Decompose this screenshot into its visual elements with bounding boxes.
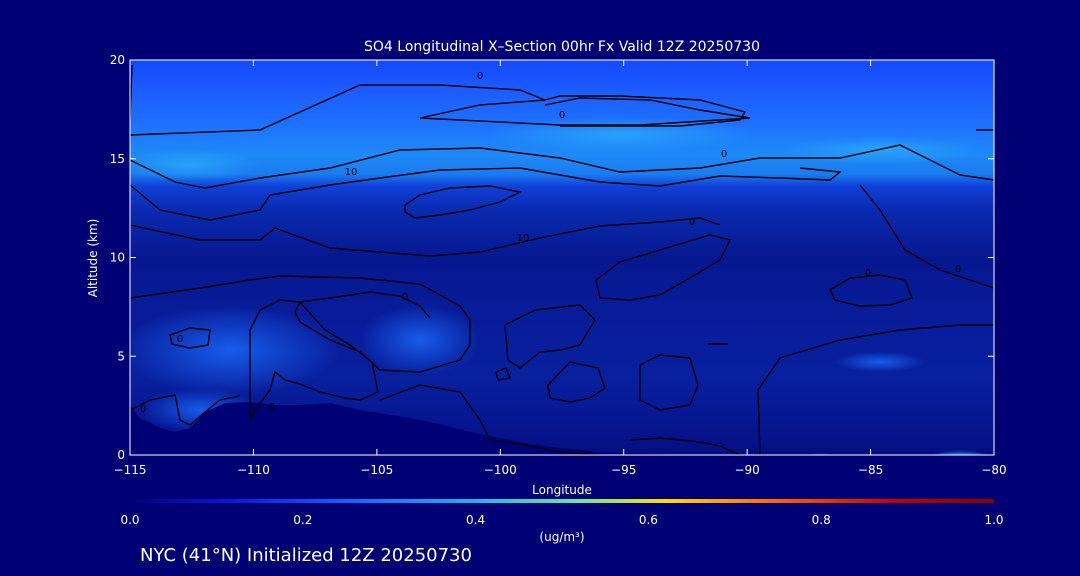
x-axis-label: Longitude — [532, 483, 592, 497]
y-axis-label: Altitude (km) — [86, 219, 100, 298]
contour-label: 0 — [177, 334, 183, 345]
contour-label: 0 — [865, 268, 871, 279]
colorbar — [130, 499, 994, 503]
contour-labels: 0 0 0 10 10 0 0 0 0 0 0 0 — [140, 71, 961, 415]
x-tick-label: −115 — [114, 463, 147, 477]
x-axis: −115 −110 −105 −100 −95 −90 −85 −80 — [114, 60, 1007, 477]
colorbar-tick-label: 0.4 — [466, 513, 485, 527]
x-tick-label: −90 — [734, 463, 759, 477]
x-tick-label: −110 — [237, 463, 270, 477]
contour-label: 10 — [345, 167, 358, 178]
x-tick-label: −95 — [611, 463, 636, 477]
y-tick-label: 20 — [110, 53, 125, 67]
contour-lines — [130, 64, 994, 455]
colorbar-ticks: 0.0 0.2 0.4 0.6 0.8 1.0 — [120, 513, 1003, 527]
chart-title: SO4 Longitudinal X–Section 00hr Fx Valid… — [364, 39, 760, 55]
colorbar-tick-label: 0.0 — [120, 513, 139, 527]
colorbar-units: (ug/m³) — [539, 530, 584, 544]
y-tick-label: 10 — [110, 251, 125, 265]
x-tick-label: −105 — [360, 463, 393, 477]
colorbar-tick-label: 1.0 — [984, 513, 1003, 527]
contour-label: 0 — [269, 402, 275, 413]
contour-label: 0 — [477, 71, 483, 82]
contour-label: 0 — [402, 292, 408, 303]
y-tick-label: 15 — [110, 152, 125, 166]
y-tick-label: 5 — [117, 349, 125, 363]
contour-label: 0 — [559, 110, 565, 121]
colorbar-tick-label: 0.2 — [293, 513, 312, 527]
y-axis: 0 5 10 15 20 — [110, 53, 994, 462]
x-tick-label: −80 — [981, 463, 1006, 477]
footer-caption: NYC (41°N) Initialized 12Z 20250730 — [140, 545, 472, 566]
contour-label: 0 — [721, 149, 727, 160]
contour-label: 0 — [955, 264, 961, 275]
contour-label: 0 — [140, 404, 146, 415]
x-tick-label: −85 — [858, 463, 883, 477]
contour-label: 10 — [517, 233, 530, 244]
colorbar-tick-label: 0.6 — [639, 513, 658, 527]
y-tick-label: 0 — [117, 448, 125, 462]
concentration-field — [130, 60, 994, 455]
colorbar-tick-label: 0.8 — [812, 513, 831, 527]
x-tick-label: −100 — [484, 463, 517, 477]
contour-label: 0 — [689, 217, 695, 228]
